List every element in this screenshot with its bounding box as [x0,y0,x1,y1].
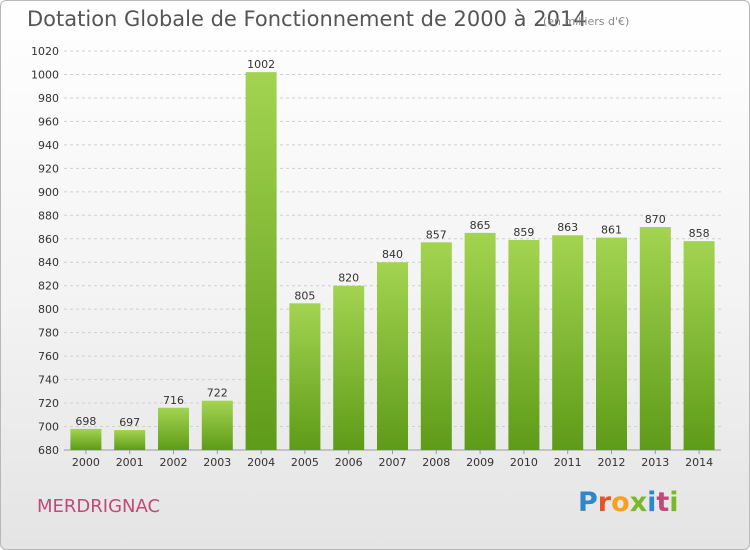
x-tick-label: 2005 [291,456,319,469]
chart-subtitle: (en milliers d'€) [543,15,630,28]
bar [158,407,189,450]
y-tick-label: 1020 [31,45,59,58]
bar [552,235,584,450]
y-tick-label: 860 [38,233,59,246]
bar [464,232,496,450]
y-tick-label: 760 [38,350,59,363]
bars [70,72,715,450]
y-tick-label: 940 [38,139,59,152]
bar [596,237,627,450]
x-tick-label: 2002 [160,456,188,469]
bar-value-label: 820 [338,272,359,285]
x-tick-label: 2000 [72,456,100,469]
bar [70,428,102,450]
x-tick-label: 2011 [554,456,582,469]
bar-value-label: 1002 [247,58,275,71]
logo-letter: x [629,487,648,518]
logo-letter: P [578,487,598,518]
x-tick-label: 2003 [203,456,231,469]
chart-title: Dotation Globale de Fonctionnement de 20… [27,7,587,31]
bar [333,285,365,450]
bar-value-label: 698 [75,415,96,428]
logo-letter: t [656,487,670,518]
y-tick-label: 720 [38,397,59,410]
bar-value-label: 863 [557,221,578,234]
x-tick-label: 2001 [116,456,144,469]
y-tick-label: 960 [38,115,59,128]
y-axis-ticks: 680 700 720 740 760 780 800 820 840 860 880 900 920 9… [31,45,59,457]
x-tick-label: 2006 [335,456,363,469]
y-tick-label: 680 [38,444,59,457]
x-tick-label: 2014 [685,456,713,469]
y-tick-label: 920 [38,162,59,175]
x-tick-label: 2008 [422,456,450,469]
bar [683,241,715,450]
logo-letter: i [647,487,657,518]
bar-value-label: 716 [163,394,184,407]
bar-value-label: 858 [689,227,710,240]
y-tick-label: 700 [38,421,59,434]
y-tick-label: 740 [38,374,59,387]
data-labels: 698 697 716 722 1002 805 820 840 857 865 859 863 861… [75,58,709,429]
proxiti-logo: Proxiti [578,487,698,527]
bar-value-label: 865 [470,219,491,232]
x-axis-ticks: 2000 2001 2002 2003 2004 2005 2006 2007 2008 2009… [72,450,713,469]
y-tick-label: 980 [38,92,59,105]
bar-value-label: 805 [294,289,315,302]
x-tick-label: 2009 [466,456,494,469]
logo-letter: o [611,487,630,518]
town-name: MERDRIGNAC [37,496,161,517]
bar-value-label: 697 [119,416,140,429]
y-tick-label: 800 [38,303,59,316]
bar [639,227,671,450]
x-tick-label: 2013 [641,456,669,469]
bar [289,303,321,450]
bar-value-label: 870 [645,213,666,226]
x-tick-label: 2004 [247,456,275,469]
bar-value-label: 722 [207,387,228,400]
y-tick-label: 1000 [31,68,59,81]
x-tick-label: 2012 [598,456,626,469]
y-tick-label: 780 [38,327,59,340]
bar-value-label: 857 [426,228,447,241]
y-tick-label: 840 [38,256,59,269]
bar-value-label: 861 [601,224,622,237]
bar [377,262,408,450]
bar [245,72,277,450]
logo-letter: r [597,487,612,518]
bar [420,242,452,450]
logo-letter: i [669,487,679,518]
bar-value-label: 840 [382,248,403,261]
bar [201,400,233,450]
y-tick-label: 900 [38,186,59,199]
x-tick-label: 2007 [379,456,407,469]
bar-value-label: 859 [513,226,534,239]
x-tick-label: 2010 [510,456,538,469]
bar [114,430,146,450]
y-tick-label: 880 [38,209,59,222]
bar [508,239,540,450]
y-tick-label: 820 [38,280,59,293]
